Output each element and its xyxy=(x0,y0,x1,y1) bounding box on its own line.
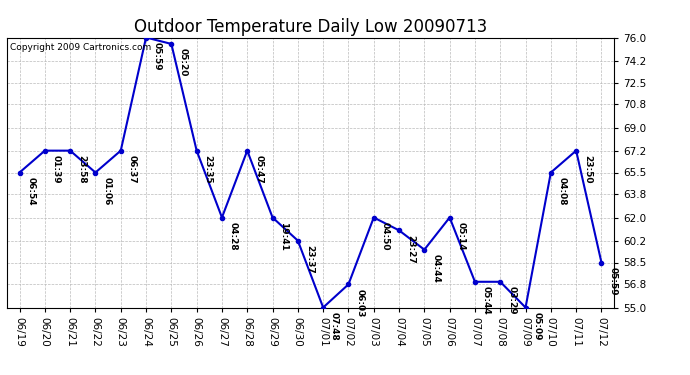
Text: 01:06: 01:06 xyxy=(102,177,111,205)
Text: 05:09: 05:09 xyxy=(533,312,542,340)
Text: 04:28: 04:28 xyxy=(229,222,238,250)
Text: 19:41: 19:41 xyxy=(279,222,288,251)
Text: 06:54: 06:54 xyxy=(26,177,35,205)
Text: 05:59: 05:59 xyxy=(153,42,162,70)
Text: 05:14: 05:14 xyxy=(457,222,466,250)
Text: 06:03: 06:03 xyxy=(355,288,364,317)
Text: 03:29: 03:29 xyxy=(507,286,516,315)
Text: 04:08: 04:08 xyxy=(558,177,566,205)
Text: Copyright 2009 Cartronics.com: Copyright 2009 Cartronics.com xyxy=(10,43,151,52)
Text: 23:50: 23:50 xyxy=(583,155,592,183)
Text: 05:44: 05:44 xyxy=(482,286,491,315)
Text: 04:50: 04:50 xyxy=(381,222,390,250)
Text: 07:48: 07:48 xyxy=(330,312,339,340)
Text: 05:59: 05:59 xyxy=(609,267,618,295)
Text: 23:27: 23:27 xyxy=(406,234,415,263)
Text: 01:39: 01:39 xyxy=(52,155,61,183)
Text: 05:47: 05:47 xyxy=(254,155,263,183)
Text: 23:37: 23:37 xyxy=(305,245,314,273)
Title: Outdoor Temperature Daily Low 20090713: Outdoor Temperature Daily Low 20090713 xyxy=(134,18,487,36)
Text: 04:44: 04:44 xyxy=(431,254,440,283)
Text: 23:35: 23:35 xyxy=(204,155,213,183)
Text: 05:20: 05:20 xyxy=(178,48,187,76)
Text: 23:58: 23:58 xyxy=(77,155,86,183)
Text: 06:37: 06:37 xyxy=(128,155,137,183)
